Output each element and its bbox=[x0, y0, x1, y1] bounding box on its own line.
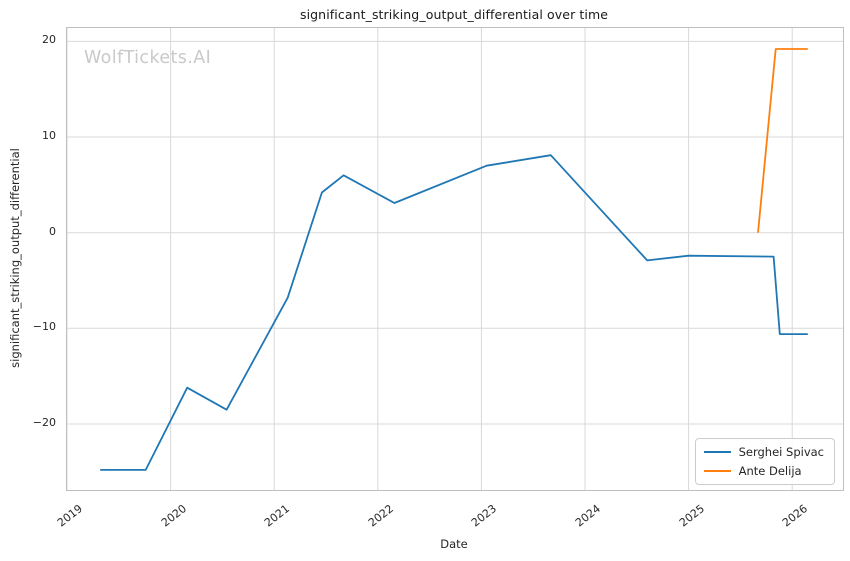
x-tick-label: 2026 bbox=[780, 502, 811, 530]
legend-line-swatch bbox=[703, 470, 731, 472]
x-axis-label: Date bbox=[440, 537, 468, 551]
plot-area: WolfTickets.AI Serghei Spivac Ante Delija bbox=[66, 27, 844, 491]
legend-entry: Ante Delija bbox=[703, 464, 824, 478]
y-tick-label: −10 bbox=[32, 320, 56, 334]
legend-entry: Serghei Spivac bbox=[703, 445, 824, 459]
x-tick-label: 2024 bbox=[572, 502, 604, 530]
x-tick-label: 2022 bbox=[365, 502, 396, 530]
x-tick-label: 2023 bbox=[469, 502, 500, 530]
plot-canvas bbox=[67, 28, 843, 490]
legend-label: Serghei Spivac bbox=[738, 445, 824, 459]
y-tick-label: 0 bbox=[49, 224, 56, 238]
x-tick-label: 2019 bbox=[54, 502, 86, 530]
gridlines bbox=[67, 28, 843, 490]
x-tick-label: 2025 bbox=[676, 502, 707, 530]
series-line bbox=[757, 48, 808, 233]
legend: Serghei Spivac Ante Delija bbox=[694, 438, 835, 485]
legend-line-swatch bbox=[703, 451, 731, 453]
y-tick-label: −20 bbox=[32, 416, 56, 429]
y-tick-label: 10 bbox=[42, 129, 56, 143]
y-tick-label: 20 bbox=[42, 33, 56, 47]
legend-label: Ante Delija bbox=[738, 464, 802, 478]
chart-title: significant_striking_output_differential… bbox=[299, 7, 609, 22]
series-line bbox=[100, 154, 808, 471]
x-tick-label: 2020 bbox=[158, 502, 189, 530]
x-tick-label: 2021 bbox=[262, 502, 293, 530]
